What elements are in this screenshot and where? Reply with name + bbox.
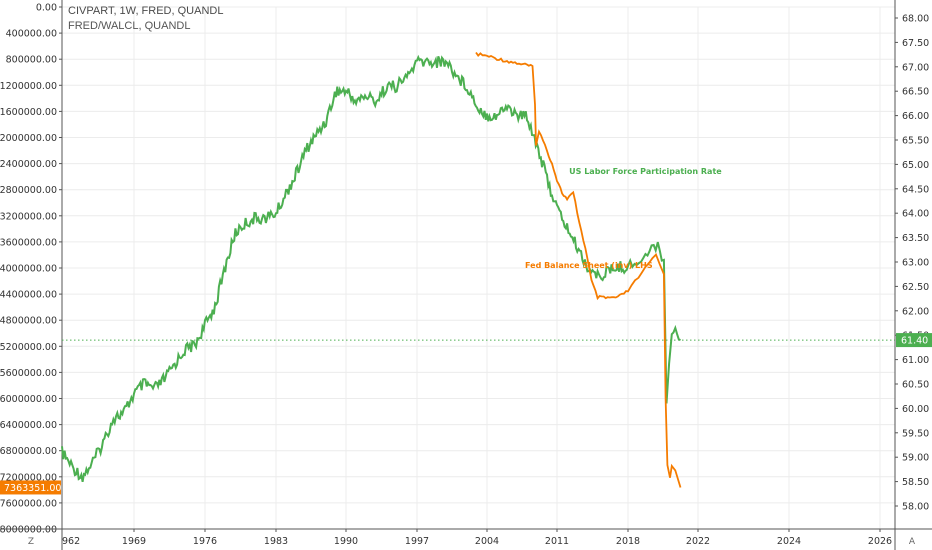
- current-value-label-left: 7363351.00: [4, 483, 61, 494]
- right-tick-label: 65.00: [902, 160, 929, 171]
- time-tick-label: 1976: [193, 536, 217, 547]
- right-tick-label: 68.00: [902, 14, 929, 25]
- current-value-label-right: 61.40: [901, 336, 928, 347]
- legend-symbol-line[interactable]: CIVPART, 1W, FRED, QUANDL: [68, 5, 224, 17]
- left-tick-label: 400000.00: [6, 29, 57, 40]
- time-tick-label: 1990: [334, 536, 358, 547]
- left-tick-label: 2400000.00: [0, 159, 57, 170]
- right-tick-label: 60.00: [902, 404, 929, 415]
- right-tick-label: 63.50: [902, 233, 929, 244]
- left-tick-label: 4400000.00: [0, 290, 57, 301]
- right-tick-label: 67.00: [902, 62, 929, 73]
- annotation-participation-label: US Labor Force Participation Rate: [569, 167, 722, 176]
- left-tick-label: 0.00: [36, 3, 57, 14]
- time-tick-label: 2026: [868, 536, 892, 547]
- grid: [61, 6, 895, 530]
- left-tick-label: 4000000.00: [0, 264, 57, 275]
- left-tick-label: 3600000.00: [0, 237, 57, 248]
- left-tick-label: 6400000.00: [0, 420, 57, 431]
- chart-legend: CIVPART, 1W, FRED, QUANDL FRED/WALCL, QU…: [68, 4, 223, 34]
- left-price-axis[interactable]: 0.00 400000.00 800000.00 1200000.00 1600000.…: [0, 0, 63, 550]
- right-tick-label: 64.00: [902, 209, 929, 220]
- time-tick-label: 2004: [475, 536, 499, 547]
- left-tick-label: 1200000.00: [0, 81, 57, 92]
- time-tick-label: 2011: [545, 536, 569, 547]
- right-tick-label: 58.00: [902, 502, 929, 513]
- right-tick-label: 58.50: [902, 477, 929, 488]
- left-tick-label: 8000000.00: [0, 525, 57, 536]
- right-tick-label: 59.00: [902, 453, 929, 464]
- time-axis[interactable]: 962 1969 1976 1983 1990 1997 2004 2011 2018 2022 2…: [0, 528, 932, 547]
- current-value-badge-left: [0, 480, 61, 495]
- right-tick-label: 59.50: [902, 428, 929, 439]
- right-tick-label: 64.50: [902, 184, 929, 195]
- right-tick-label: 62.50: [902, 282, 929, 293]
- legend-second-symbol-line[interactable]: FRED/WALCL, QUANDL: [68, 20, 191, 32]
- left-tick-label: 7600000.00: [0, 498, 57, 509]
- left-tick-label: 1600000.00: [0, 107, 57, 118]
- price-badges: 61.40 7363351.00: [0, 333, 932, 495]
- right-tick-label: 65.50: [902, 136, 929, 147]
- left-tick-label: 3200000.00: [0, 211, 57, 222]
- left-tick-label: 2800000.00: [0, 185, 57, 196]
- left-tick-label: 5200000.00: [0, 342, 57, 353]
- right-tick-label: 67.50: [902, 38, 929, 49]
- left-tick-label: 7200000.00: [0, 472, 57, 483]
- annotations: US Labor Force Participation Rate Fed Bal…: [525, 167, 722, 270]
- left-tick-label: 800000.00: [6, 55, 57, 66]
- left-tick-label: 6800000.00: [0, 446, 57, 457]
- right-price-axis[interactable]: 68.00 67.50 67.00 66.50 66.00 65.50 65.00 64.50…: [894, 0, 929, 550]
- timezone-button[interactable]: Z: [28, 537, 34, 547]
- auto-scale-button[interactable]: A: [909, 537, 916, 547]
- right-tick-label: 63.00: [902, 258, 929, 269]
- left-tick-label: 4800000.00: [0, 316, 57, 327]
- series-balance-line: [475, 51, 682, 488]
- time-tick-label: 1997: [405, 536, 429, 547]
- right-tick-label: 66.00: [902, 111, 929, 122]
- series-participation-line: [61, 54, 681, 482]
- time-tick-label: 2022: [686, 536, 710, 547]
- left-tick-label: 5600000.00: [0, 368, 57, 379]
- left-tick-label: 6000000.00: [0, 394, 57, 405]
- current-value-badge-right: [896, 333, 932, 348]
- right-tick-label: 60.50: [902, 380, 929, 391]
- annotation-balance-label: Fed Balance Sheet (inv) LHS: [525, 261, 653, 270]
- time-tick-label: 2018: [616, 536, 640, 547]
- left-tick-label: 2000000.00: [0, 133, 57, 144]
- time-tick-label: 1983: [264, 536, 288, 547]
- time-tick-label: 2024: [777, 536, 801, 547]
- time-tick-label: 962: [62, 536, 80, 547]
- right-tick-label: 66.50: [902, 87, 929, 98]
- right-tick-label: 61.00: [902, 355, 929, 366]
- right-tick-label: 62.00: [902, 306, 929, 317]
- time-tick-label: 1969: [122, 536, 146, 547]
